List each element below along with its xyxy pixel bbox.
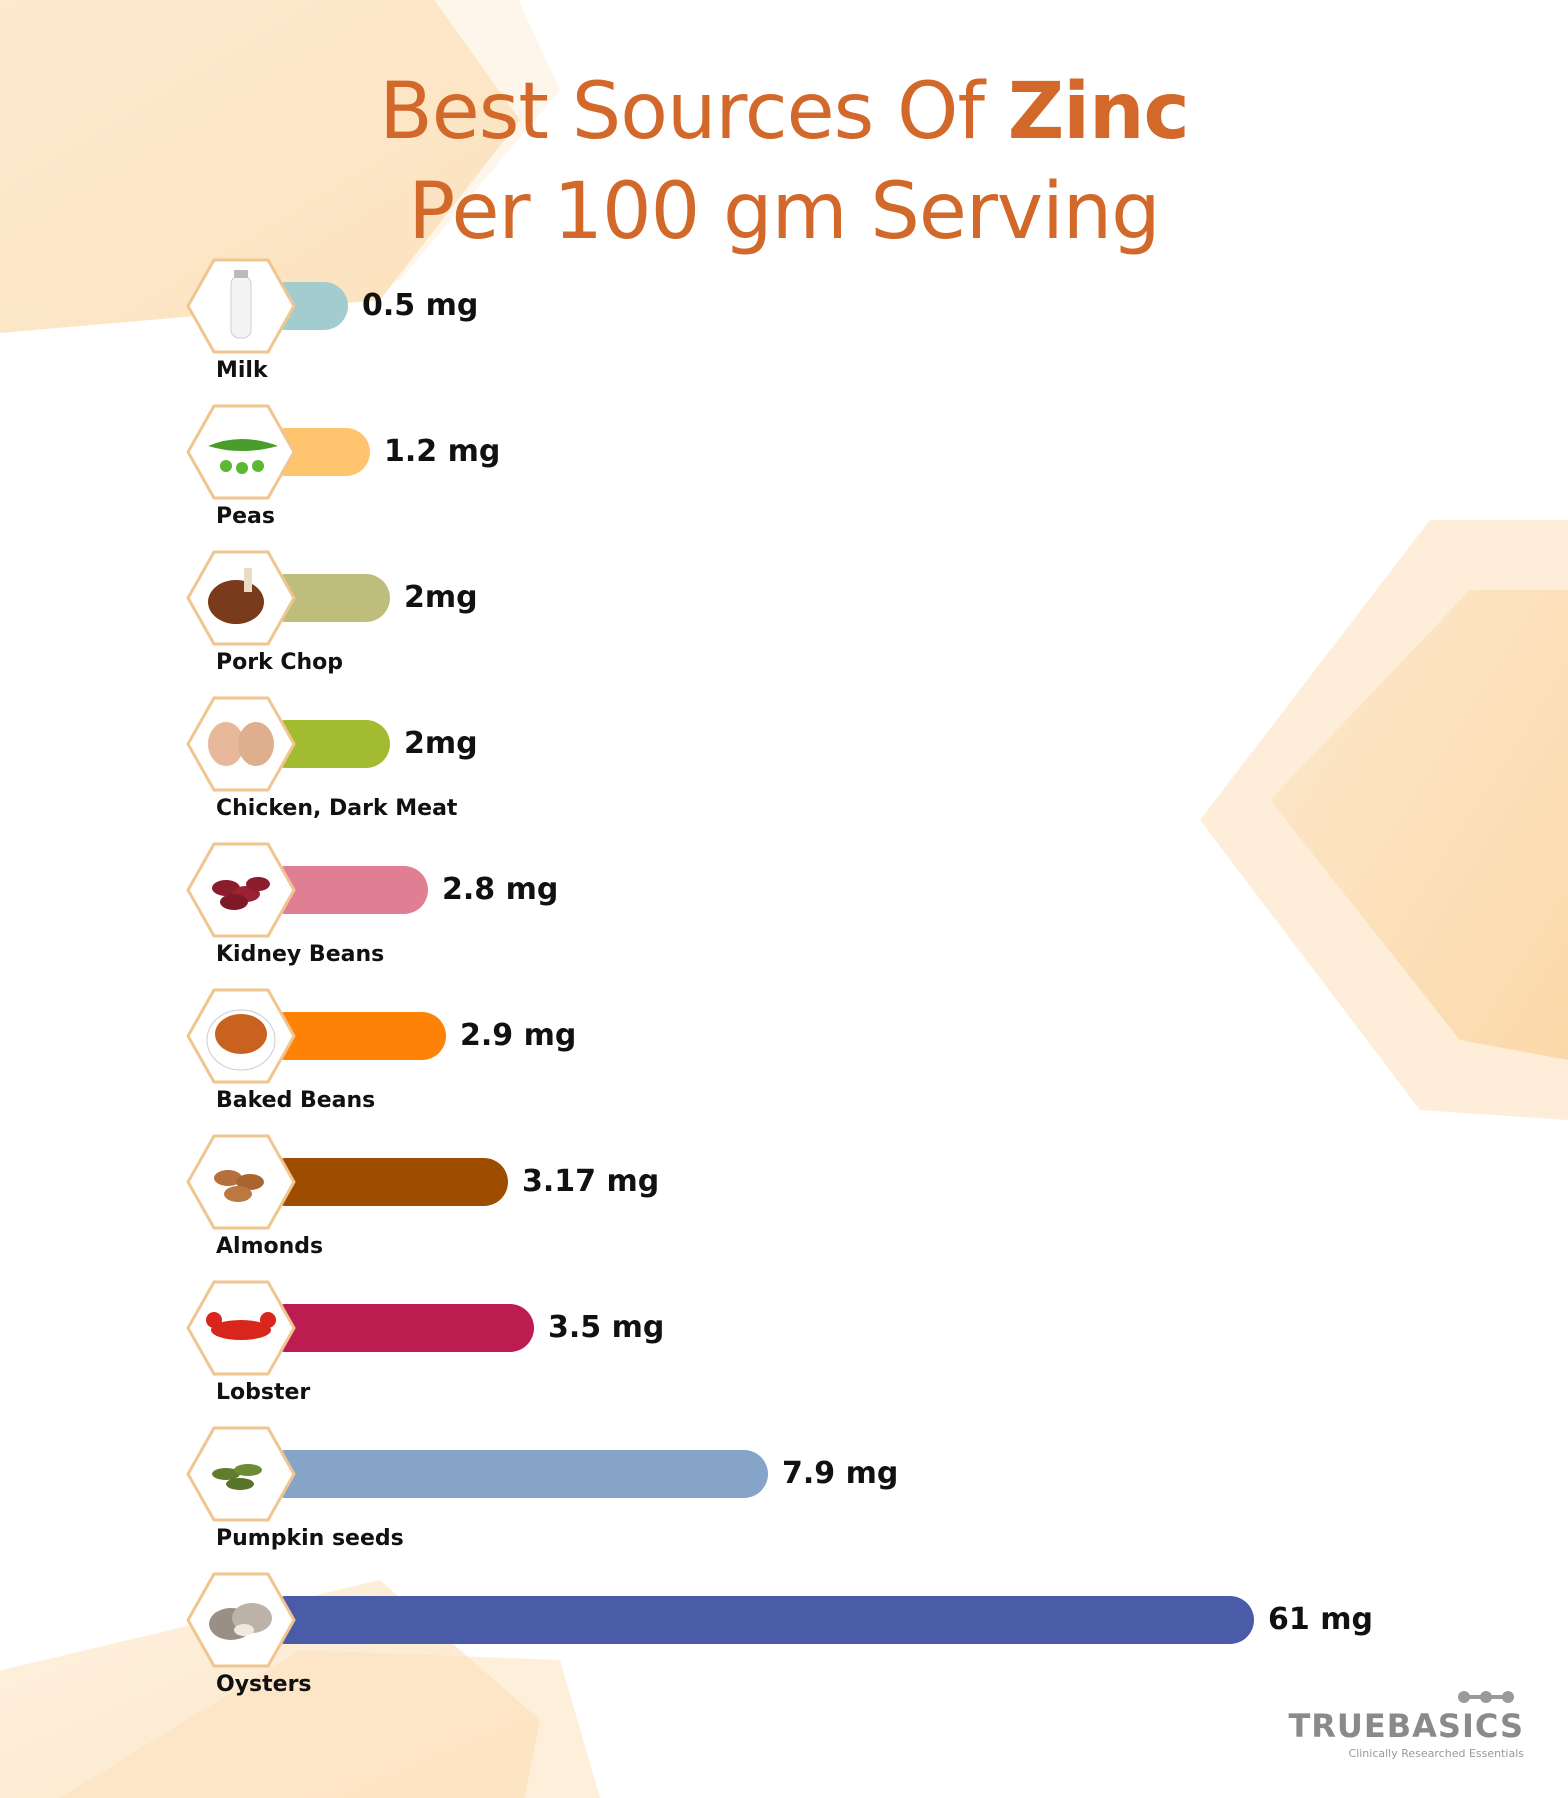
chart-row: 7.9 mg Pumpkin seeds <box>0 1412 1568 1558</box>
pumpkin-seeds-icon <box>186 1426 296 1522</box>
chart-row: 3.5 mg Lobster <box>0 1266 1568 1412</box>
chart-row: 2.8 mg Kidney Beans <box>0 828 1568 974</box>
category-label: Baked Beans <box>216 1088 376 1113</box>
bar <box>262 1596 1254 1644</box>
value-label: 61 mg <box>1268 1602 1373 1637</box>
category-label: Chicken, Dark Meat <box>216 796 458 821</box>
value-label: 0.5 mg <box>362 288 479 323</box>
brand-logo: TRUEBASICS Clinically Researched Essenti… <box>1284 1691 1524 1760</box>
category-label: Pork Chop <box>216 650 344 675</box>
title-line-1: Best Sources Of Zinc <box>0 62 1568 162</box>
title-accent: Zinc <box>1007 67 1190 157</box>
value-label: 2mg <box>404 726 478 761</box>
almonds-icon <box>186 1134 296 1230</box>
category-label: Pumpkin seeds <box>216 1526 404 1551</box>
chart-row: 2mg Chicken, Dark Meat <box>0 682 1568 828</box>
chart-title: Best Sources Of Zinc Per 100 gm Serving <box>0 62 1568 262</box>
oysters-icon <box>186 1572 296 1668</box>
category-label: Peas <box>216 504 275 529</box>
category-label: Oysters <box>216 1672 312 1697</box>
brand-tagline: Clinically Researched Essentials <box>1348 1747 1524 1760</box>
chart-row: 2.9 mg Baked Beans <box>0 974 1568 1120</box>
chart-row: 1.2 mg Peas <box>0 390 1568 536</box>
category-label: Lobster <box>216 1380 311 1405</box>
pork-chop-icon <box>186 550 296 646</box>
value-label: 1.2 mg <box>384 434 501 469</box>
kidney-beans-icon <box>186 842 296 938</box>
milk-bottle-icon <box>186 258 296 354</box>
value-label: 7.9 mg <box>782 1456 899 1491</box>
chart-row: 2mg Pork Chop <box>0 536 1568 682</box>
bar <box>262 1304 534 1352</box>
baked-beans-bowl-icon <box>186 988 296 1084</box>
category-label: Milk <box>216 358 268 383</box>
bar <box>262 1450 768 1498</box>
value-label: 3.5 mg <box>548 1310 665 1345</box>
brand-mark-icon <box>1458 1691 1514 1703</box>
chart-row: 3.17 mg Almonds <box>0 1120 1568 1266</box>
chicken-thigh-icon <box>186 696 296 792</box>
title-line-2: Per 100 gm Serving <box>408 167 1160 257</box>
brand-name: TRUEBASICS <box>1288 1707 1524 1745</box>
category-label: Kidney Beans <box>216 942 385 967</box>
lobster-icon <box>186 1280 296 1376</box>
value-label: 2.9 mg <box>460 1018 577 1053</box>
title-prefix: Best Sources Of <box>379 67 1008 157</box>
pea-pod-icon <box>186 404 296 500</box>
value-label: 2.8 mg <box>442 872 559 907</box>
category-label: Almonds <box>216 1234 324 1259</box>
bg-hex-top-left <box>0 0 520 334</box>
chart-row: 61 mg Oysters <box>0 1558 1568 1704</box>
value-label: 3.17 mg <box>522 1164 660 1199</box>
bar <box>262 1158 508 1206</box>
value-label: 2mg <box>404 580 478 615</box>
chart-row: 0.5 mg Milk <box>0 244 1568 390</box>
